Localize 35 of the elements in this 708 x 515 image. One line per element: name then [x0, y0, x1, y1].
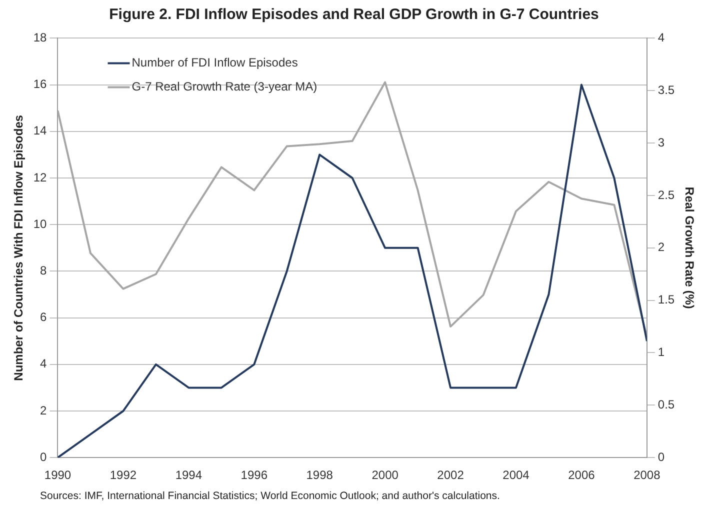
x-tick-label: 1992	[110, 468, 137, 482]
y2-tick-label: 2	[658, 240, 665, 254]
y-tick-label: 8	[40, 264, 48, 278]
y-tick-label: 0	[40, 450, 48, 464]
x-tick-label: 2000	[372, 468, 399, 482]
y2-tick-label: 1	[658, 345, 665, 360]
y-tick-label: 4	[40, 356, 48, 371]
y-tick-label: 14	[33, 124, 48, 138]
y2-tick-label: 3	[658, 135, 665, 150]
y-tick-label: 16	[33, 77, 48, 92]
x-tick-label: 1990	[44, 468, 72, 482]
x-tick-label: 1998	[306, 468, 334, 482]
legend-label: Number of FDI Inflow Episodes	[132, 56, 298, 70]
x-tick-label: 2006	[568, 468, 596, 482]
x-tick-label: 1996	[240, 468, 268, 482]
y-tick-label: 18	[33, 30, 48, 45]
y-tick-label: 10	[33, 216, 48, 231]
y2-tick-label: 0	[658, 450, 665, 464]
y2-axis-title: Real Growth Rate (%)	[682, 186, 696, 309]
y-tick-label: 6	[40, 310, 48, 324]
y-tick-label: 12	[33, 170, 48, 184]
x-tick-label: 1994	[175, 468, 202, 482]
y-axis-title: Number of Countries With FDI Inflow Episodes	[12, 114, 26, 381]
y2-tick-label: 4	[658, 30, 665, 45]
y-tick-label: 2	[40, 403, 48, 418]
y2-tick-label: 1.5	[658, 292, 675, 307]
source-note: Sources: IMF, International Financial Statistics; World Economic Outlook; and author's calculations.	[40, 490, 500, 502]
y2-tick-label: 3.5	[658, 82, 675, 97]
y2-tick-label: 0.5	[658, 397, 675, 412]
chart-title: Figure 2. FDI Inflow Episodes and Real GDP Growth in G-7 Countries	[108, 6, 600, 23]
y2-tick-label: 2.5	[658, 188, 675, 202]
legend-label: G-7 Real Growth Rate (3-year MA)	[132, 80, 318, 94]
x-tick-label: 2004	[502, 468, 530, 482]
x-tick-label: 2002	[437, 468, 464, 482]
x-tick-label: 2008	[634, 468, 661, 482]
